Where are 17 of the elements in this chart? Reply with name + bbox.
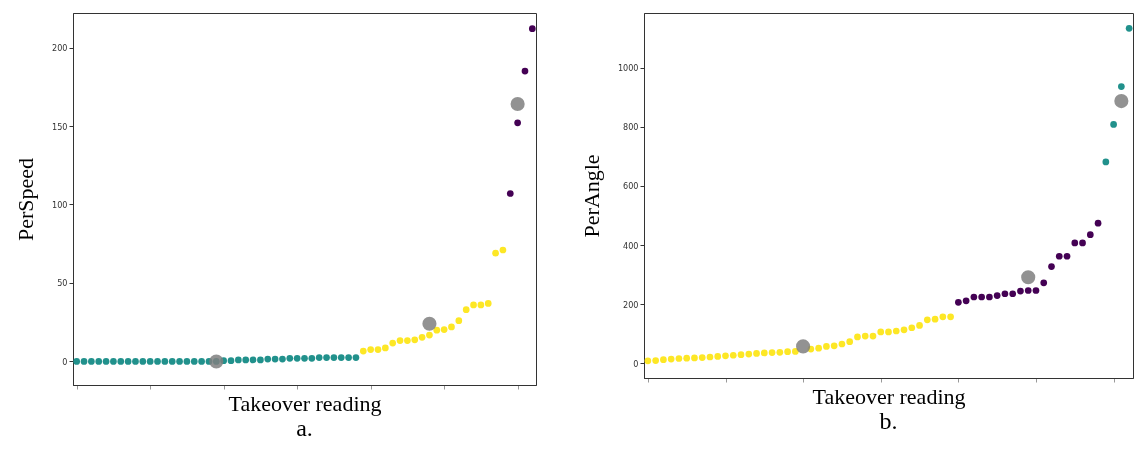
text: a. [296, 414, 313, 441]
y-tick-label: 100 [52, 199, 68, 210]
y-tick-label: 0 [633, 358, 639, 369]
y-tick-label: 200 [52, 43, 68, 54]
y-tick-label: 150 [52, 121, 68, 132]
y-axis-title: PerAngle [578, 154, 604, 238]
y-tick-label: 200 [623, 299, 639, 310]
y-tick-label: 50 [57, 278, 68, 289]
y-tick-label: 1000 [617, 63, 639, 74]
x-axis-title: Takeover reading [228, 391, 382, 416]
y-axis-title: PerSpeed [13, 157, 39, 242]
y-tick-label: 800 [623, 122, 639, 133]
text: b. [879, 407, 898, 434]
y-tick-label: 600 [623, 181, 639, 192]
y-tick-label: 400 [623, 240, 639, 251]
x-axis-title: Takeover reading [812, 384, 966, 409]
y-tick-label: 0 [62, 356, 68, 367]
